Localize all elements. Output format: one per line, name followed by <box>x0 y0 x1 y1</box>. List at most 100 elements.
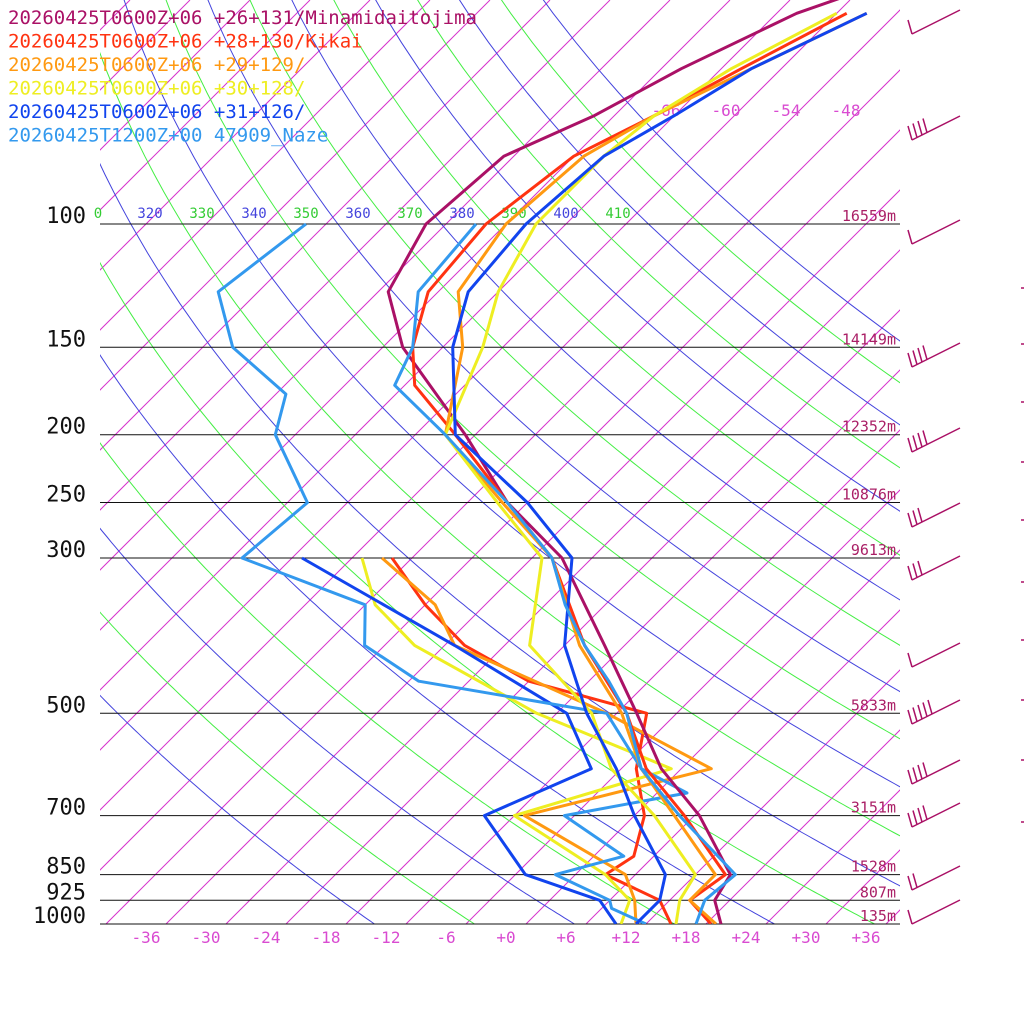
wind-barb-feather <box>917 347 923 363</box>
isotherm-line <box>825 849 900 924</box>
wind-barb-feather <box>912 510 918 525</box>
wind-barb-feather <box>907 769 913 785</box>
wind-barb <box>907 427 961 453</box>
temperature-line-31+126 <box>451 11 868 924</box>
isotherm-line <box>225 249 900 924</box>
x-tick-label: -30 <box>192 928 221 947</box>
isotherm-line <box>100 0 371 271</box>
temperature-line-30+128 <box>443 11 838 924</box>
isotherm-line <box>100 0 311 211</box>
dry-adiabat-line <box>100 354 775 924</box>
x-tick-label: +30 <box>792 928 821 947</box>
wind-barb-shaft <box>911 899 961 925</box>
height-label: 1528m <box>851 858 896 876</box>
legend-entry: 20260425T0600Z+06 +29+129/ <box>8 54 305 76</box>
wind-barb-feather <box>912 873 918 888</box>
wind-barb-shaft <box>911 865 961 891</box>
dry-adiabat-line <box>207 0 900 693</box>
wind-barb-feather <box>907 437 913 453</box>
wind-barb <box>907 802 961 828</box>
wind-barb-feather <box>907 909 913 925</box>
x-tick-label: -24 <box>252 928 281 947</box>
wind-barb-feather <box>907 352 913 368</box>
x-tick-label: -12 <box>372 928 401 947</box>
wind-barb-shaft <box>911 699 961 725</box>
legend-entry: 20260425T0600Z+06 +30+128/ <box>8 78 305 100</box>
pressure-label: 925 <box>46 880 86 905</box>
isotherm-line <box>100 0 791 691</box>
isotherm-line <box>525 549 900 924</box>
wind-barb-shaft <box>911 9 961 35</box>
dry-adiabat-line <box>100 442 675 924</box>
dry-adiabat-line <box>100 527 575 924</box>
wind-barb-feather <box>917 120 923 136</box>
wind-barbs <box>907 9 1024 925</box>
wind-barb <box>907 699 961 725</box>
wind-barb <box>907 9 961 35</box>
dry-adiabat-line <box>100 261 875 924</box>
pressure-label: 850 <box>46 855 86 880</box>
height-label: 16559m <box>842 207 896 225</box>
isotherm-line <box>405 429 900 924</box>
temperature-line-Minamidaitojima <box>386 0 840 924</box>
pressure-label: 300 <box>46 538 86 563</box>
wind-barb-feather <box>912 810 918 825</box>
pressure-label: 700 <box>46 796 86 821</box>
theta-label: 330 <box>189 206 214 222</box>
height-label: 5833m <box>851 696 896 714</box>
wind-barb-shaft <box>911 802 961 828</box>
wind-barb-shaft <box>911 115 961 141</box>
dry-adiabat-line <box>165 0 900 740</box>
wind-barb-feather <box>912 707 918 722</box>
wind-barb <box>907 865 961 891</box>
x-tick-label: +24 <box>732 928 761 947</box>
wind-barb-feather <box>907 565 913 581</box>
theta-label: 320 <box>137 206 162 222</box>
dewpoint-line-29+129 <box>381 556 713 924</box>
dewpoint-line-Kikai <box>390 557 673 924</box>
wind-barb <box>907 502 961 528</box>
sounding-series <box>216 0 868 924</box>
upper-isotherm-label: -54 <box>772 101 801 120</box>
wind-barb-feather <box>907 709 913 725</box>
pressure-label: 500 <box>46 693 86 718</box>
wind-barb-feather <box>922 805 928 820</box>
dry-adiabat-line <box>100 694 375 924</box>
height-label: 10876m <box>842 486 896 504</box>
x-tick-label: -6 <box>436 928 455 947</box>
temperature-line-29+129 <box>443 11 868 924</box>
wind-barb-feather <box>907 812 913 828</box>
dewpoint-line-47909_Naze <box>216 222 689 924</box>
wind-barb <box>907 115 961 141</box>
wind-barb-feather <box>912 435 918 450</box>
wind-barb-feather <box>907 652 913 668</box>
wind-barb-shaft <box>911 342 961 368</box>
x-tick-label: -18 <box>312 928 341 947</box>
wind-barb <box>907 759 961 785</box>
upper-isotherm-label: -60 <box>712 101 741 120</box>
x-tick-label: +36 <box>852 928 881 947</box>
isotherm-line <box>165 189 900 924</box>
wind-barb-feather <box>907 19 913 35</box>
pressure-label: 250 <box>46 483 86 508</box>
theta-label: 400 <box>553 206 578 222</box>
legend-entry: 20260425T0600Z+06 +28+130/Kikai <box>8 31 363 53</box>
height-label: 807m <box>860 883 896 901</box>
isotherm-line <box>100 0 491 391</box>
isotherm-line <box>100 0 851 751</box>
theta-label: 360 <box>345 206 370 222</box>
height-label: 12352m <box>842 418 896 436</box>
pressure-label: 1000 <box>33 904 86 929</box>
wind-barb-shaft <box>911 555 961 581</box>
wind-barb-feather <box>907 125 913 141</box>
height-label: 3151m <box>851 799 896 817</box>
wind-barb-feather <box>922 118 928 133</box>
x-tick-label: +18 <box>672 928 701 947</box>
legend-entry: 20260425T0600Z+06 +26+131/Minamidaitojim… <box>8 7 477 29</box>
isotherm-line <box>100 0 431 331</box>
wind-barb-feather <box>912 123 918 138</box>
wind-barb-shaft <box>911 502 961 528</box>
isotherm-line <box>345 369 900 924</box>
wind-barb-feather <box>922 430 928 445</box>
